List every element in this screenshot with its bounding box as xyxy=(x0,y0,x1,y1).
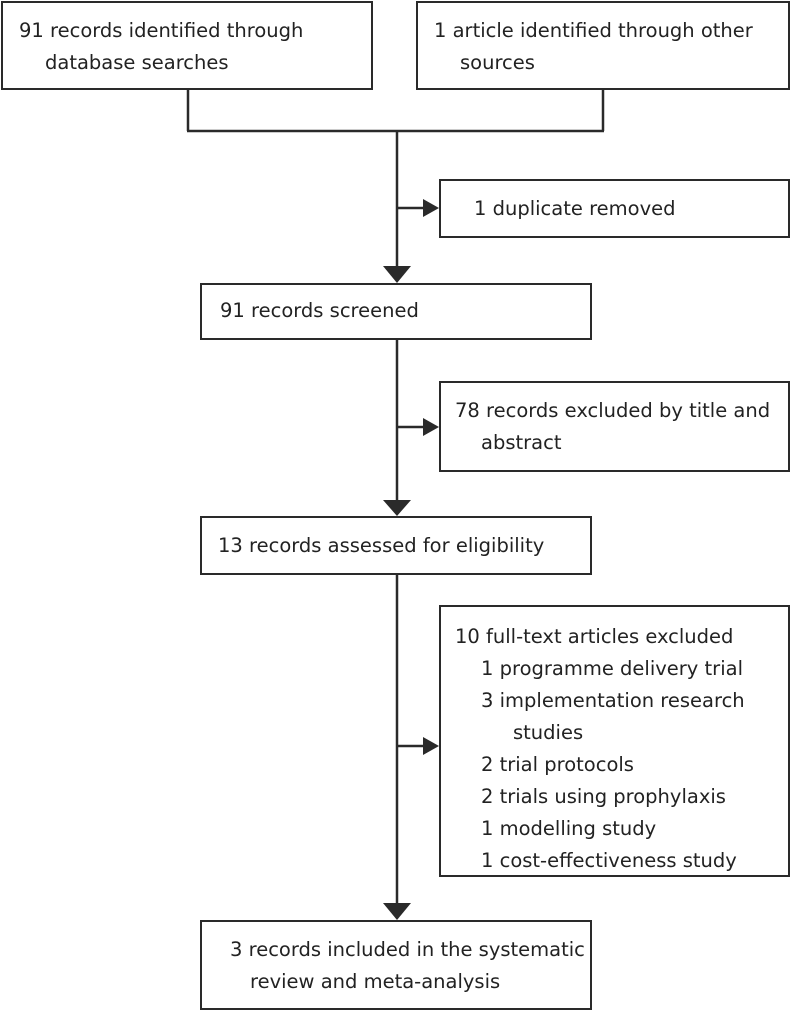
records-screened-box: 91 records screened xyxy=(200,283,592,340)
eligibility-text: 13 records assessed for eligibility xyxy=(218,534,545,557)
database-records-line-1: 91 records identified through xyxy=(19,19,304,42)
duplicates-removed-text: 1 duplicate removed xyxy=(474,197,676,220)
exclusion-reason-continuation: studies xyxy=(513,721,584,744)
exclusion-reason: 1 cost-effectiveness study xyxy=(481,849,737,872)
title-abstract-excluded-line-1: 78 records excluded by title and xyxy=(455,399,771,422)
exclusion-reason: 2 trial protocols xyxy=(481,753,634,776)
included-studies-box: 3 records included in the systematic rev… xyxy=(200,920,592,1010)
arrow-to-included xyxy=(383,903,411,920)
arrow-to-eligibility xyxy=(383,500,411,516)
exclusion-reason: 3 implementation research xyxy=(481,689,745,712)
fulltext-excluded-box: 10 full-text articles excluded 1 program… xyxy=(439,605,790,877)
other-sources-line-1: 1 article identified through other xyxy=(434,19,753,42)
arrow-to-screened xyxy=(383,266,411,283)
exclusion-reason: 1 programme delivery trial xyxy=(481,657,743,680)
arrow-to-title-excluded xyxy=(423,418,439,436)
eligibility-box: 13 records assessed for eligibility xyxy=(200,516,592,575)
exclusion-reason: 1 modelling study xyxy=(481,817,657,840)
duplicates-removed-box: 1 duplicate removed xyxy=(439,179,790,238)
included-studies-line-2: review and meta-analysis xyxy=(250,970,501,993)
arrow-to-duplicates xyxy=(423,199,439,217)
other-sources-box: 1 article identified through other sourc… xyxy=(416,1,790,90)
exclusion-reason: 2 trials using prophylaxis xyxy=(481,785,726,808)
other-sources-line-2: sources xyxy=(460,51,535,74)
included-studies-line-1: 3 records included in the systematic xyxy=(230,938,585,961)
title-abstract-excluded-line-2: abstract xyxy=(481,431,562,454)
database-records-box: 91 records identified through database s… xyxy=(1,1,373,90)
database-records-line-2: database searches xyxy=(45,51,229,74)
fulltext-excluded-header: 10 full-text articles excluded xyxy=(455,625,734,648)
records-screened-text: 91 records screened xyxy=(220,299,419,322)
title-abstract-excluded-box: 78 records excluded by title and abstrac… xyxy=(439,381,790,472)
arrow-to-fulltext-excluded xyxy=(423,737,439,755)
